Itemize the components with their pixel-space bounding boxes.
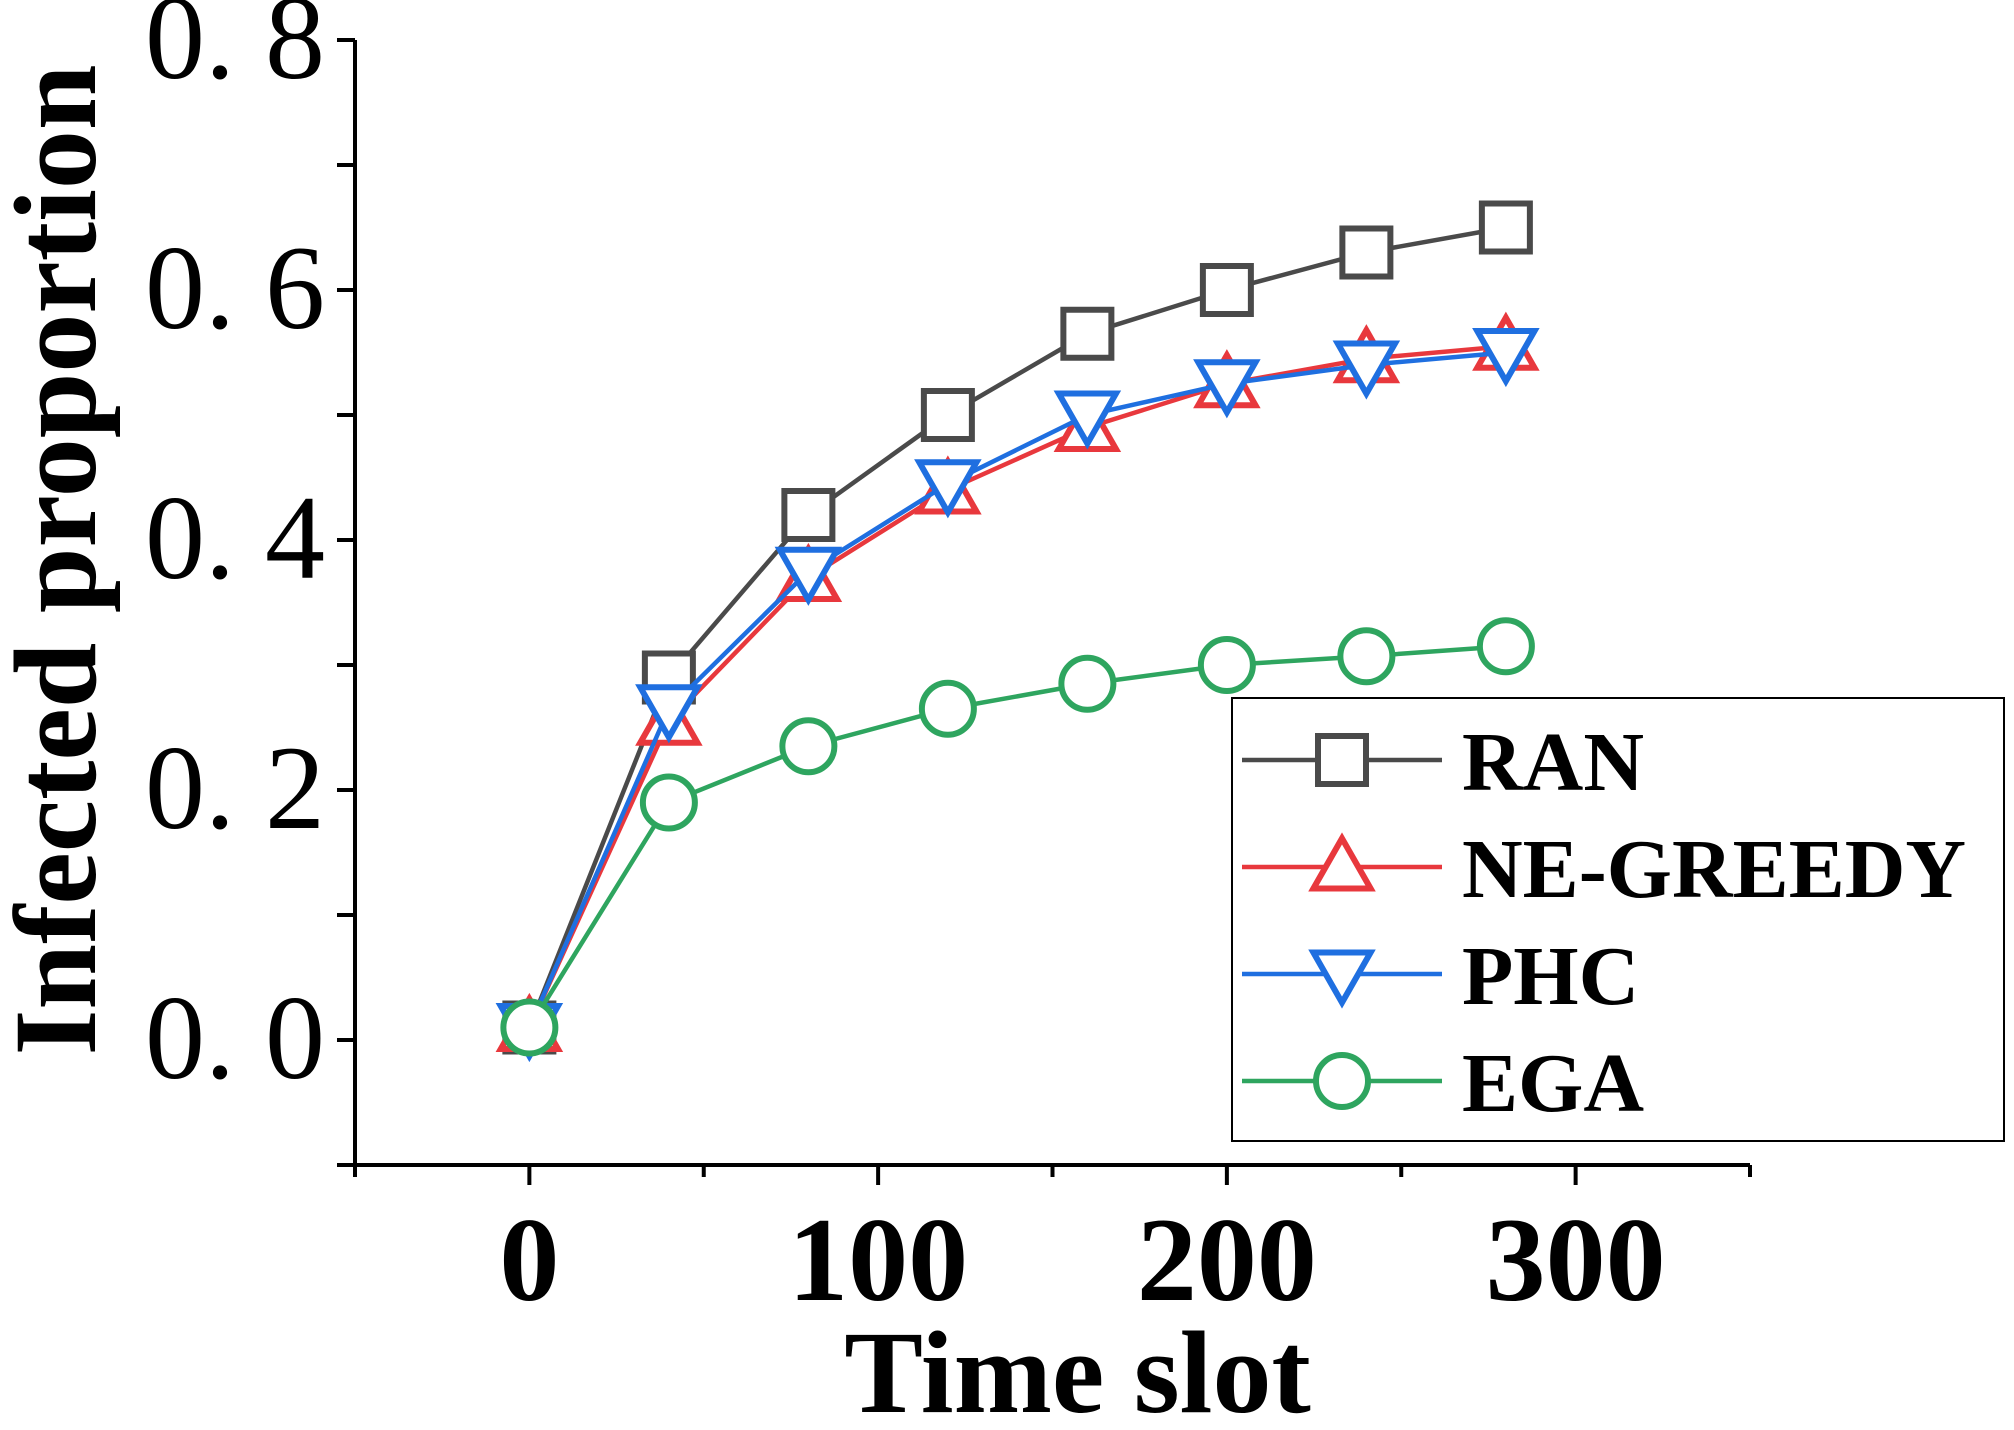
data-point-ega [1337, 627, 1396, 686]
data-point-ran [1339, 225, 1394, 280]
data-point-ran [1478, 200, 1533, 255]
data-point-ega [639, 773, 698, 832]
data-point-ega [1197, 636, 1256, 694]
series-ega [500, 617, 1535, 1057]
data-point-ega [1476, 617, 1535, 676]
legend-marker [1315, 733, 1369, 787]
x-tick-label: 0 [499, 1193, 559, 1326]
legend-item-phc: PHC [1242, 930, 1639, 1023]
x-tick-label: 300 [1486, 1193, 1666, 1326]
legend: RAN NE-GREEDY PHC EGA [1231, 697, 2005, 1142]
axes: 0. 0 0. 2 0. 4 0. 6 0. 8 0 100 200 300 [145, 0, 1752, 1326]
legend-item-ran: RAN [1242, 716, 1644, 809]
legend-items: RAN NE-GREEDY PHC EGA [1242, 716, 1966, 1130]
data-point-ran [1199, 263, 1254, 317]
legend-label: EGA [1462, 1037, 1644, 1130]
x-tick-label: 100 [788, 1193, 968, 1326]
y-tick-label: 0. 0 [145, 971, 325, 1104]
legend-item-ega: EGA [1242, 1037, 1644, 1130]
series-phc [495, 328, 1540, 1063]
y-ticks: 0. 0 0. 2 0. 4 0. 6 0. 8 [145, 0, 355, 1167]
x-axis-title: Time slot [844, 1307, 1311, 1430]
data-point-phc [774, 546, 843, 606]
y-tick-label: 0. 4 [145, 471, 325, 604]
y-tick-label: 0. 2 [145, 721, 325, 854]
y-tick-label: 0. 8 [145, 0, 325, 104]
data-point-ran [1060, 306, 1115, 361]
data-point-phc [1472, 328, 1540, 388]
legend-label: PHC [1462, 930, 1639, 1023]
x-ticks: 0 100 200 300 [353, 1165, 1752, 1326]
legend-item-ne-greedy: NE-GREEDY [1242, 823, 1966, 916]
series-layer [495, 200, 1540, 1063]
y-tick-label: 0. 6 [145, 221, 325, 354]
legend-label: NE-GREEDY [1462, 823, 1966, 916]
series-ran [502, 200, 1533, 1055]
legend-label: RAN [1462, 716, 1644, 809]
data-point-ega [918, 679, 977, 738]
y-axis-title: Infected proportion [0, 65, 121, 1056]
data-point-phc [635, 684, 703, 744]
legend-marker [1308, 832, 1376, 892]
data-point-ega [500, 998, 559, 1057]
legend-marker [1308, 949, 1376, 1009]
data-point-ega [779, 717, 838, 776]
data-point-ran [920, 388, 975, 442]
data-point-phc [914, 459, 982, 519]
x-tick-label: 200 [1137, 1193, 1317, 1326]
data-point-phc [1053, 390, 1122, 450]
data-point-ega [1058, 654, 1117, 713]
data-point-ran [781, 488, 836, 542]
data-point-phc [1332, 340, 1401, 400]
legend-marker [1313, 1052, 1371, 1110]
data-point-phc [1193, 359, 1261, 419]
